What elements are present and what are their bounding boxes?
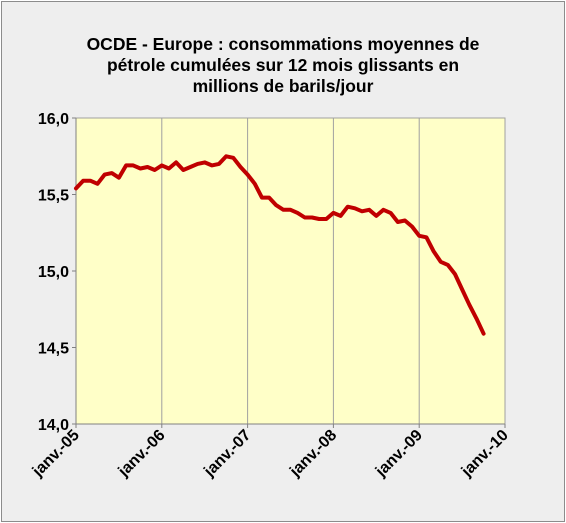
x-tick-label: janv.-07 xyxy=(200,427,254,481)
y-tick-label: 16,0 xyxy=(38,111,69,128)
plot-area xyxy=(75,117,506,425)
y-tick-label: 14,5 xyxy=(38,341,69,358)
chart-title-line-3: millions de barils/jour xyxy=(192,76,374,96)
x-tick-label: janv.-06 xyxy=(115,427,169,481)
chart-title-line-1: OCDE - Europe : consommations moyennes d… xyxy=(86,34,480,54)
chart-title-line-2: pétrole cumulées sur 12 mois glissants e… xyxy=(106,55,460,75)
x-tick-labels: janv.-05 janv.-06 janv.-07 janv.-08 janv… xyxy=(29,424,512,481)
y-tick-label: 14,0 xyxy=(38,417,69,434)
x-tick-label: janv.-05 xyxy=(29,427,83,481)
x-tick-label: janv.-08 xyxy=(286,427,340,481)
x-tick-label: janv.-10 xyxy=(458,427,512,481)
series-line xyxy=(74,154,486,336)
chart-title: OCDE - Europe : consommations moyennes d… xyxy=(0,34,566,97)
y-tick-label: 15,5 xyxy=(38,188,69,205)
grid-lines xyxy=(161,118,506,424)
y-tick-labels: 16,0 15,5 15,0 14,5 14,0 xyxy=(38,111,76,434)
y-tick-label: 15,0 xyxy=(38,264,69,281)
x-tick-label: janv.-09 xyxy=(372,427,426,481)
